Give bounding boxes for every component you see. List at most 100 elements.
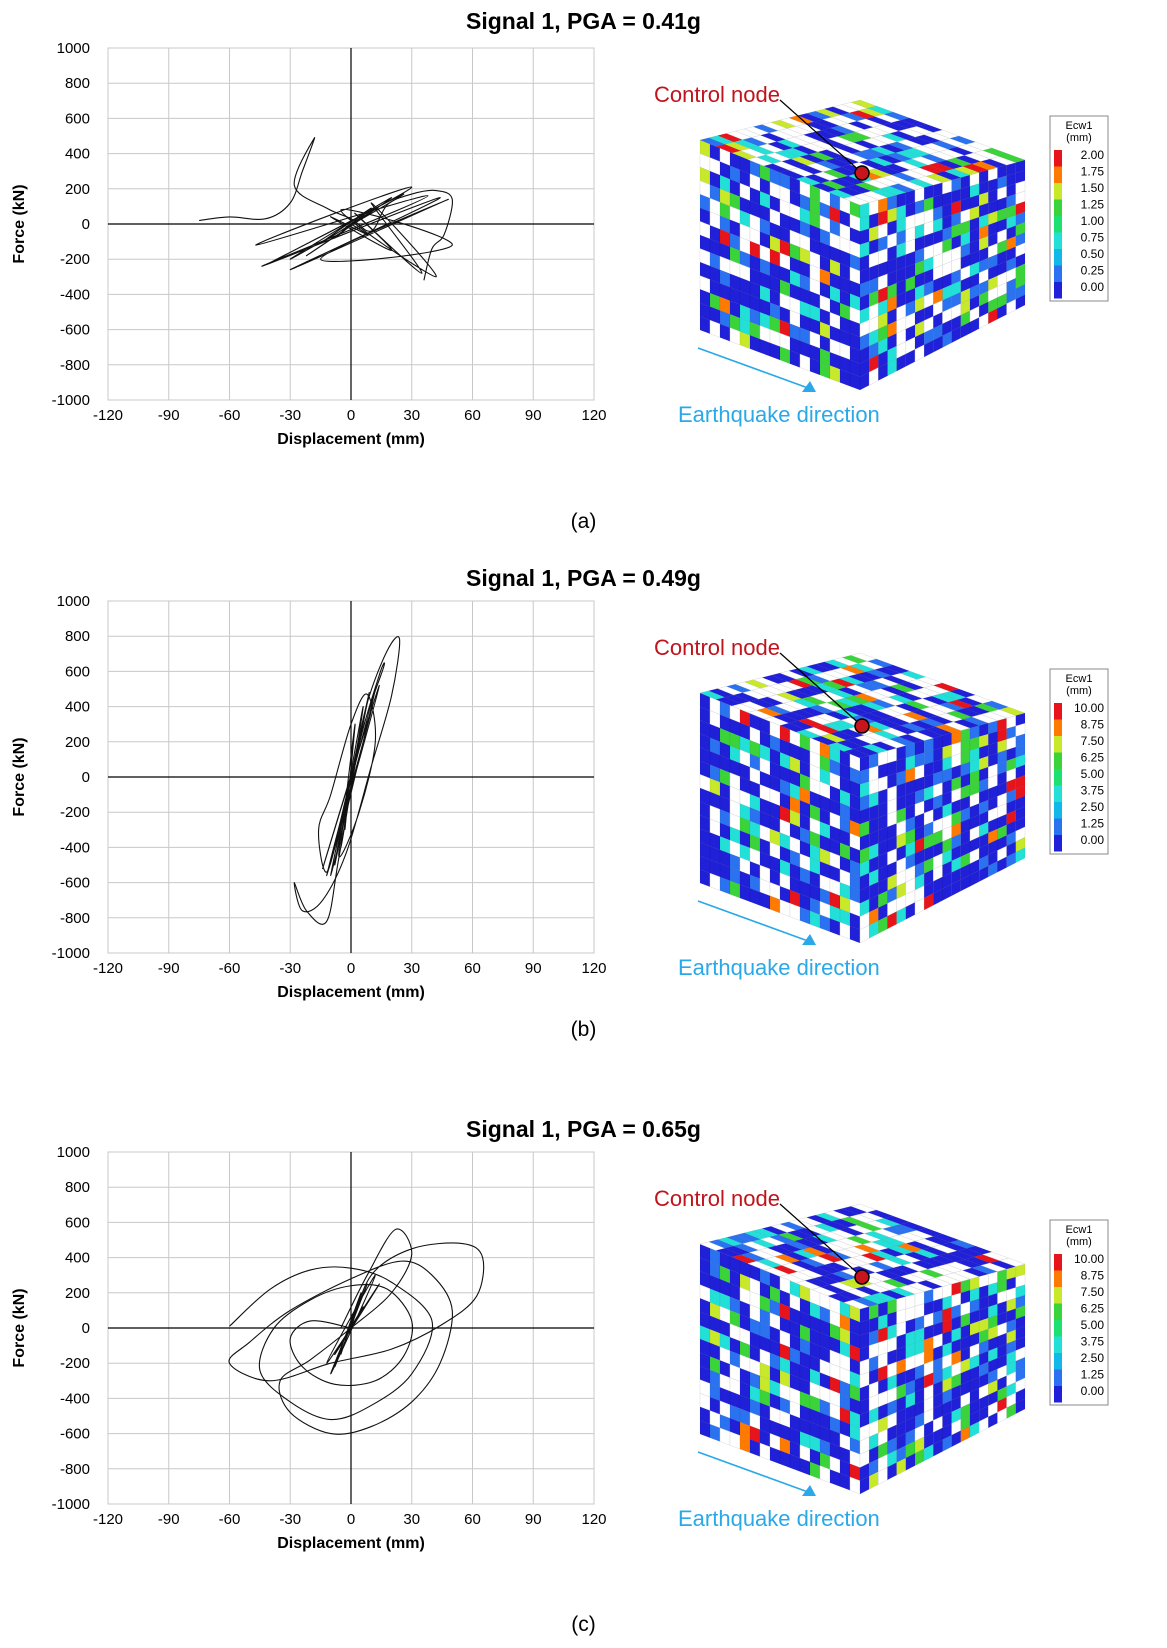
y-tick-label: 600 [65,663,90,680]
earthquake-direction-label: Earthquake direction [678,955,880,980]
y-tick-label: 0 [82,1320,90,1337]
legend-value: 6.25 [1081,1302,1105,1316]
y-tick-label: -800 [60,357,90,374]
annotation-leader [779,1203,863,1278]
legend-swatch [1054,282,1062,299]
legend-value: 0.75 [1081,231,1105,245]
x-axis-label: Displacement (mm) [277,431,425,448]
legend-value: 1.75 [1081,165,1105,179]
legend-value: 10.00 [1074,701,1104,715]
legend-swatch [1054,216,1062,233]
earthquake-direction-label: Earthquake direction [678,1506,880,1531]
x-tick-label: 90 [525,960,542,977]
x-tick-label: 60 [464,407,481,424]
panel-a: Signal 1, PGA = 0.41g -120 -90 -60 -30 0 30 60… [0,0,1167,540]
x-tick-label: 120 [581,407,606,424]
x-tick-label: -120 [93,1511,123,1528]
wall-left [699,692,861,944]
legend-title: (mm) [1066,685,1092,697]
y-tick-label: -600 [60,875,90,892]
x-tick-label: -120 [93,407,123,424]
panel-label: (a) [570,510,597,533]
x-tick-label: 0 [347,1511,355,1528]
y-tick-label: 200 [65,1285,90,1302]
x-tick-label: -90 [158,960,180,977]
chart-title: Signal 1, PGA = 0.49g [466,565,701,591]
earthquake-direction-label: Earthquake direction [678,402,880,427]
y-axis-label: Force (kN) [11,737,28,816]
legend-value: 1.25 [1081,1368,1105,1382]
legend-title: Ecw1 [1066,673,1093,685]
legend-swatch [1054,1386,1062,1403]
legend-swatch [1054,736,1062,753]
legend-swatch [1054,1369,1062,1386]
x-tick-label: 30 [403,960,420,977]
x-tick-label: -30 [279,407,301,424]
legend-value: 1.25 [1081,817,1105,831]
legend-swatch [1054,249,1062,266]
roof [699,99,1026,206]
direction-arrow-head [802,1485,816,1496]
y-tick-label: -1000 [52,1496,90,1513]
y-tick-label: -600 [60,1426,90,1443]
direction-arrow-line [697,347,809,389]
y-tick-label: 400 [65,699,90,716]
legend-value: 5.00 [1081,767,1105,781]
x-tick-label: 120 [581,960,606,977]
y-tick-label: 600 [65,110,90,127]
y-tick-label: -1000 [52,392,90,409]
y-tick-label: 200 [65,181,90,198]
legend-value: 6.25 [1081,751,1105,765]
y-tick-label: 1000 [57,1144,90,1161]
y-tick-label: -200 [60,251,90,268]
series-line-0 [255,186,453,278]
y-tick-label: -400 [60,839,90,856]
legend-swatch [1054,1303,1062,1320]
y-tick-label: -400 [60,1390,90,1407]
direction-arrow-line [697,900,809,942]
series-line-1 [322,684,380,877]
x-tick-label: -60 [219,1511,241,1528]
legend-value: 1.25 [1081,198,1105,212]
legend-value: 2.00 [1081,148,1105,162]
legend-title: (mm) [1066,1236,1092,1248]
annotation-leader [779,99,863,174]
wall-right [859,712,1026,944]
y-axis-label: Force (kN) [11,1288,28,1367]
legend-swatch [1054,752,1062,769]
series-line-2 [326,1274,380,1375]
x-tick-label: 0 [347,407,355,424]
legend-swatch [1054,719,1062,736]
control-node-label: Control node [654,82,780,107]
color-legend: Ecw1(mm) 10.00 8.75 7.50 6.25 5.00 3.75 2.50 1.2… [1049,1219,1109,1406]
y-tick-label: -200 [60,804,90,821]
legend-value: 2.50 [1081,1351,1105,1365]
structure-figure: Control node Earthquake direction Ecw1(mm)… [654,82,1109,427]
control-node-label: Control node [654,635,780,660]
x-tick-label: 90 [525,407,542,424]
legend-swatch [1054,166,1062,183]
structure-figure: Control node Earthquake direction Ecw1(mm)… [654,1186,1109,1531]
control-node-marker [854,1269,870,1285]
x-tick-label: 30 [403,407,420,424]
legend-swatch [1054,703,1062,720]
x-tick-label: -30 [279,1511,301,1528]
legend-swatch [1054,818,1062,835]
panel-c: Signal 1, PGA = 0.65g -120 -90 -60 -30 0 30 60… [0,1116,1167,1648]
y-tick-label: 800 [65,628,90,645]
wall-right [859,1263,1026,1495]
x-tick-label: -120 [93,960,123,977]
legend-swatch [1054,1353,1062,1370]
annotation-leader [779,652,863,727]
y-tick-label: -800 [60,1461,90,1478]
y-tick-label: 0 [82,769,90,786]
y-tick-label: 1000 [57,593,90,610]
y-tick-label: 800 [65,75,90,92]
x-tick-label: 60 [464,1511,481,1528]
legend-swatch [1054,265,1062,282]
control-node-label: Control node [654,1186,780,1211]
color-legend: Ecw1(mm) 2.00 1.75 1.50 1.25 1.00 0.75 0.50 0.25… [1049,115,1109,302]
legend-value: 0.50 [1081,247,1105,261]
legend-value: 3.75 [1081,784,1105,798]
roof [699,652,1026,759]
